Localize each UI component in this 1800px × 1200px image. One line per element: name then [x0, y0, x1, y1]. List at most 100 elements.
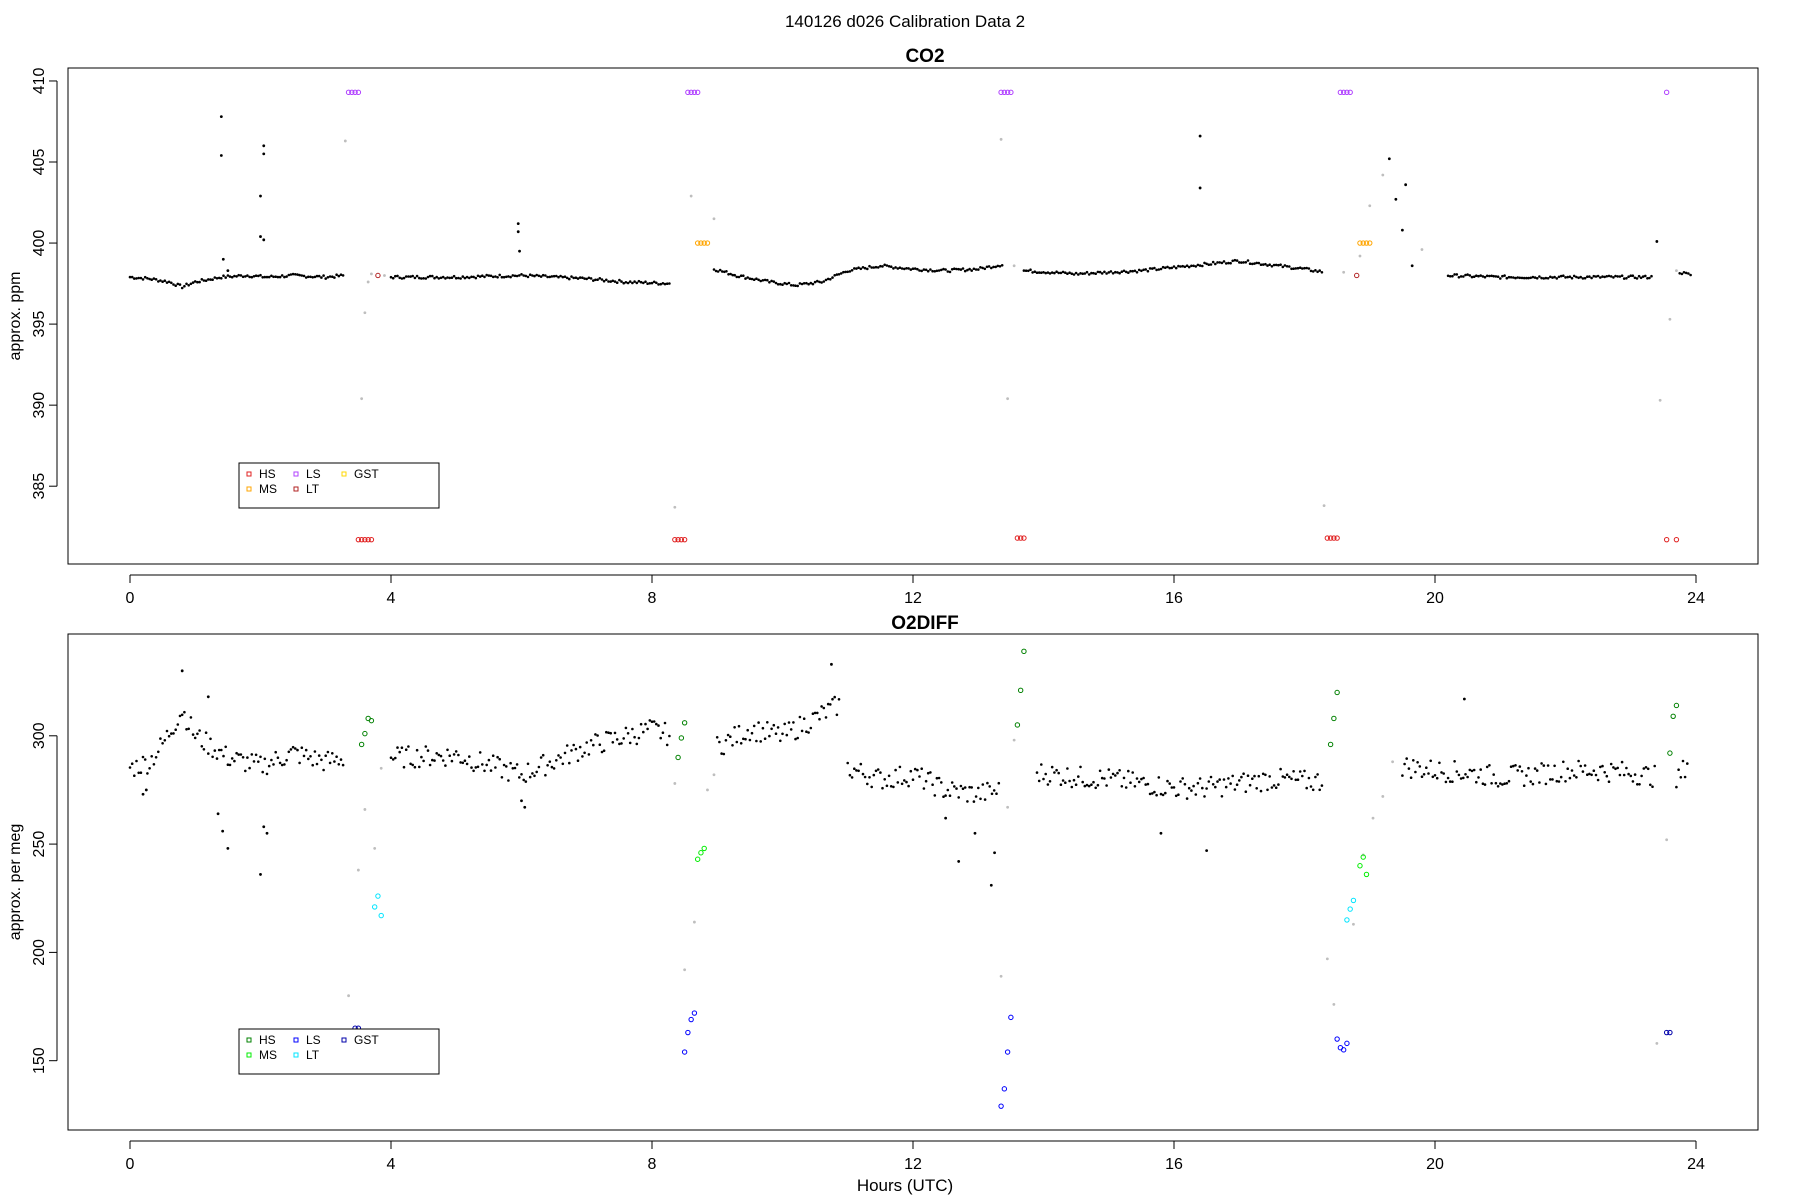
- co2-ambient-point: [233, 274, 236, 278]
- o2diff-ambient-point: [263, 757, 267, 761]
- co2-ambient-point: [1682, 271, 1686, 274]
- co2-ambient-point: [213, 276, 217, 279]
- co2-ambient-point: [742, 274, 745, 278]
- co2-ambient-point: [655, 281, 658, 285]
- co2-x-tick-label: 12: [904, 590, 922, 607]
- co2-panel: CO2 approx. ppm 0 4 8 12 16 20 24 385 390 395 400 4…: [7, 46, 1759, 607]
- o2diff-ambient-point: [1568, 776, 1572, 780]
- co2-ambient-outlier: [516, 222, 520, 226]
- o2diff-ambient-point: [1492, 773, 1495, 776]
- o2diff-ambient-point: [668, 734, 671, 738]
- co2-ambient-point: [581, 276, 584, 280]
- o2diff-transition-point: [693, 920, 696, 924]
- co2-ambient-point: [137, 276, 140, 280]
- co2-ambient-point: [300, 274, 304, 277]
- o2diff-ambient-point: [511, 767, 515, 770]
- o2diff-ambient-point: [505, 765, 508, 768]
- o2diff-ambient-outlier: [262, 825, 266, 829]
- o2diff-ambient-point: [879, 771, 882, 774]
- o2diff-ambient-point: [924, 779, 928, 783]
- co2-ambient-point: [611, 279, 615, 283]
- o2diff-ambient-point: [1296, 778, 1300, 781]
- o2diff-ambient-point: [829, 703, 832, 706]
- co2-ambient-point: [868, 264, 871, 268]
- o2diff-ambient-point: [1551, 778, 1554, 781]
- o2diff-ambient-point: [1631, 780, 1635, 783]
- o2diff-ambient-point: [1281, 775, 1285, 778]
- o2diff-ambient-point: [931, 783, 934, 786]
- co2-ambient-point: [515, 274, 519, 278]
- co2-transition-point: [1658, 398, 1662, 402]
- co2-ambient-point: [1040, 271, 1043, 275]
- co2-ambient-point: [241, 275, 245, 279]
- o2diff-ambient-point: [1272, 784, 1276, 787]
- co2-ambient-point: [391, 276, 395, 280]
- o2diff-transition-point: [1325, 957, 1329, 961]
- co2-ambient-point: [1037, 271, 1041, 274]
- co2-ambient-point: [718, 268, 722, 272]
- o2diff-ambient-point: [892, 785, 895, 789]
- o2diff-x-tick-label: 8: [648, 1156, 657, 1173]
- co2-ambient-point: [548, 275, 552, 279]
- co2-ambient-point: [217, 276, 221, 280]
- co2-ambient-outlier: [221, 257, 225, 261]
- co2-ambient-point: [1000, 264, 1004, 267]
- o2diff-ambient-point: [1653, 764, 1656, 768]
- co2-ambient-point: [1616, 275, 1619, 278]
- o2diff-ambient-point: [1127, 769, 1130, 773]
- o2diff-ambient-point: [300, 746, 304, 749]
- co2-ambient-point: [755, 277, 758, 281]
- co2-ambient-point: [424, 277, 428, 280]
- co2-ls-point: [355, 89, 362, 96]
- co2-ambient-point: [1455, 273, 1459, 276]
- co2-ls-point: [1344, 89, 1350, 96]
- co2-ambient-point: [970, 269, 973, 272]
- o2diff-ls-point: [1340, 1047, 1347, 1053]
- co2-legend-label-ms: MS: [259, 482, 277, 496]
- o2diff-ambient-point: [546, 764, 549, 767]
- o2diff-ambient-point: [1420, 775, 1424, 778]
- o2diff-ambient-point: [1612, 766, 1615, 769]
- co2-ambient-point: [537, 274, 541, 278]
- co2-ambient-point: [1546, 277, 1550, 280]
- o2diff-x-tick-label: 24: [1687, 1156, 1705, 1173]
- co2-ambient-point: [1153, 266, 1156, 270]
- co2-ambient-point: [459, 277, 462, 280]
- co2-ambient-point: [257, 274, 260, 278]
- o2diff-ambient-point: [800, 729, 804, 733]
- co2-ambient-point: [1575, 275, 1578, 279]
- o2diff-ambient-point: [541, 753, 545, 757]
- co2-ambient-point: [1496, 275, 1500, 279]
- o2diff-ambient-point: [1288, 775, 1291, 779]
- co2-ambient-point: [1092, 271, 1095, 275]
- co2-ambient-point: [418, 276, 421, 280]
- o2diff-ambient-point: [1203, 795, 1206, 798]
- co2-ambient-point: [866, 267, 869, 271]
- co2-ambient-point: [452, 274, 456, 278]
- co2-ambient-point: [1481, 275, 1485, 278]
- o2diff-ambient-point: [1596, 778, 1600, 782]
- o2diff-transition-point: [706, 788, 709, 792]
- co2-ambient-point: [1103, 270, 1106, 274]
- o2diff-ambient-point: [1098, 769, 1102, 773]
- o2diff-ambient-point: [1244, 790, 1248, 793]
- co2-transition-point: [1322, 504, 1326, 508]
- co2-ambient-point: [1311, 270, 1315, 273]
- co2-ambient-outlier: [1400, 228, 1404, 232]
- o2diff-ambient-point: [598, 743, 602, 746]
- o2diff-title: O2DIFF: [891, 613, 959, 634]
- co2-ambient-point: [1501, 274, 1504, 278]
- o2diff-ambient-point: [1431, 775, 1435, 779]
- o2diff-y-tick-label: 250: [31, 831, 48, 858]
- co2-ambient-point: [1462, 275, 1465, 278]
- o2diff-ambient-point: [1092, 780, 1095, 784]
- co2-ambient-point: [1118, 271, 1121, 275]
- co2-ambient-point: [1283, 264, 1287, 267]
- co2-ambient-point: [398, 276, 402, 280]
- o2diff-ambient-point: [1135, 777, 1139, 780]
- co2-ambient-point: [1544, 276, 1548, 280]
- co2-ambient-point: [842, 270, 845, 274]
- co2-ambient-point: [1309, 269, 1313, 273]
- o2diff-ambient-point: [1277, 783, 1280, 786]
- co2-ambient-point: [1285, 265, 1289, 268]
